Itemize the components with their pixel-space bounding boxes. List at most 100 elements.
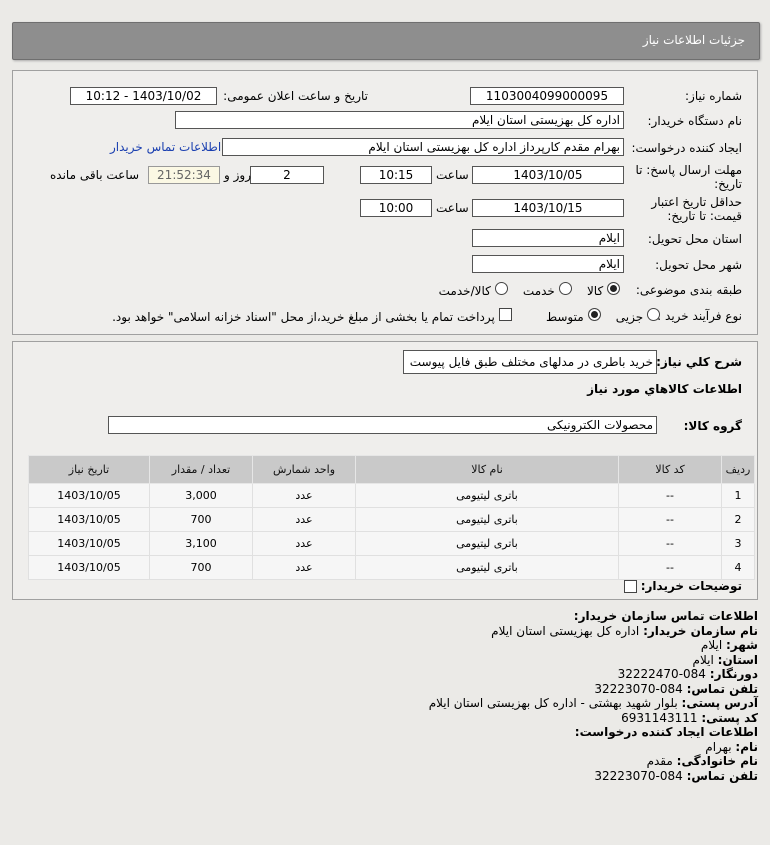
category-both-radio[interactable]: [494, 282, 508, 295]
contact-phone: تلفن تماس: 084-32223070: [594, 681, 758, 696]
buyer-notes-text: توضیحات خریدار:: [640, 579, 742, 593]
validity-label: حداقل تاریخ اعتبار قیمت: تا تاریخ:: [651, 195, 742, 223]
city-label: شهر محل تحویل:: [655, 258, 742, 272]
deadline-time-label: ساعت: [436, 168, 469, 182]
category-goods-radio[interactable]: [607, 282, 620, 295]
creator-phone: تلفن تماس: 084-32223070: [594, 768, 758, 783]
validity-date-field[interactable]: 1403/10/15: [472, 199, 624, 217]
cell-unit: عدد: [252, 483, 356, 508]
cell-goods-code: --: [618, 531, 722, 556]
cell-goods-name: باتری لیتیومی: [355, 555, 619, 580]
need-number-field[interactable]: 1103004099000095: [470, 87, 624, 105]
contact-title: اطلاعات تماس سازمان خریدار:: [573, 609, 758, 623]
province-label: استان محل تحویل:: [647, 232, 742, 246]
buyer-notes-checkbox[interactable]: [623, 580, 637, 593]
payment-note: پرداخت تمام یا بخشی از مبلغ خرید،از محل …: [112, 310, 495, 324]
col-code: کد کالا: [618, 455, 722, 484]
cell-need-date: 1403/10/05: [28, 555, 150, 580]
cell-goods-code: --: [618, 555, 722, 580]
process-minor-radio[interactable]: [647, 308, 660, 321]
cell-unit: عدد: [252, 555, 356, 580]
creator-label: ایجاد کننده درخواست:: [631, 141, 742, 155]
table-row: 1 -- باتری لیتیومی عدد 3,000 1403/10/05: [28, 483, 755, 508]
province-field[interactable]: ایلام: [472, 229, 624, 247]
category-goods-label: کالا: [586, 284, 604, 298]
buyer-org-field[interactable]: اداره کل بهزیستی استان ایلام: [175, 111, 624, 129]
city-field[interactable]: ایلام: [472, 255, 624, 273]
table-row: 2 -- باتری لیتیومی عدد 700 1403/10/05: [28, 507, 755, 532]
cell-need-date: 1403/10/05: [28, 531, 150, 556]
process-medium-label: متوسط: [545, 310, 584, 324]
validity-time-label: ساعت: [436, 201, 469, 215]
contact-postal: کد پستی: 6931143111: [621, 710, 758, 725]
category-label: طبقه بندی موضوعی:: [635, 283, 742, 297]
cell-quantity: 700: [149, 555, 253, 580]
contact-info: اطلاعات تماس سازمان خریدار: نام سازمان خ…: [429, 609, 758, 783]
cell-row-number: 3: [721, 531, 755, 556]
days-field[interactable]: 2: [250, 166, 324, 184]
need-number-label: شماره نیاز:: [685, 89, 742, 103]
contact-org: نام سازمان خریدار: اداره کل بهزیستی استا…: [491, 623, 758, 638]
col-date: تاریخ نیاز: [28, 455, 150, 484]
table-row: 4 -- باتری لیتیومی عدد 700 1403/10/05: [28, 555, 755, 580]
goods-table: رديف کد کالا نام کالا واحد شمارش تعداد /…: [28, 455, 755, 580]
cell-quantity: 700: [149, 507, 253, 532]
process-minor-label: جزیی: [615, 310, 644, 324]
cell-row-number: 2: [721, 507, 755, 532]
page-title: جزئیات اطلاعات نیاز: [642, 33, 745, 47]
contact-fax: دورنگار: 084-32222470: [617, 667, 758, 681]
page-header: جزئیات اطلاعات نیاز: [12, 22, 760, 60]
cell-goods-name: باتری لیتیومی: [355, 531, 619, 556]
announce-label: تاریخ و ساعت اعلان عمومی:: [223, 89, 368, 103]
summary-label: شرح کلي نياز:: [656, 355, 742, 369]
category-service-label: خدمت: [522, 284, 555, 298]
announce-field[interactable]: 1403/10/02 - 10:12: [70, 87, 217, 105]
buyer-contact-link[interactable]: اطلاعات تماس خریدار: [110, 140, 222, 154]
deadline-label-line1: مهلت ارسال پاسخ: تا: [635, 163, 742, 177]
treasury-payment-checkbox[interactable]: [498, 308, 512, 321]
creator-name: نام: بهرام: [705, 739, 758, 754]
validity-time-field[interactable]: 10:00: [360, 199, 432, 217]
cell-goods-name: باتری لیتیومی: [355, 507, 619, 532]
cell-unit: عدد: [252, 507, 356, 532]
creator-family: نام خانوادگی: مقدم: [646, 754, 758, 768]
remaining-time-field: 21:52:34: [148, 166, 220, 184]
deadline-time-field[interactable]: 10:15: [360, 166, 432, 184]
creator-field[interactable]: بهرام مقدم کارپرداز اداره کل بهزیستی است…: [222, 138, 624, 156]
goods-group-field[interactable]: محصولات الکترونیکی: [108, 416, 657, 434]
cell-row-number: 4: [721, 555, 755, 580]
cell-need-date: 1403/10/05: [28, 483, 150, 508]
deadline-date-field[interactable]: 1403/10/05: [472, 166, 624, 184]
process-label: نوع فرآیند خرید :: [657, 309, 742, 323]
buyer-notes-label: توضیحات خریدار:: [623, 579, 742, 593]
category-radio-group: کالا خدمت کالا/خدمت: [439, 282, 620, 298]
contact-address: آدرس پستی: بلوار شهید بهشتی - اداره کل ب…: [428, 696, 758, 710]
category-both-label: کالا/خدمت: [438, 284, 491, 298]
cell-goods-code: --: [618, 483, 722, 508]
creator-title: اطلاعات ایجاد کننده درخواست:: [574, 725, 758, 739]
cell-row-number: 1: [721, 483, 755, 508]
validity-label-line2: قیمت: تا تاریخ:: [667, 209, 742, 223]
process-radio-group: جزیی متوسط پرداخت تمام یا بخشی از مبلغ خ…: [112, 308, 660, 324]
table-header-row: رديف کد کالا نام کالا واحد شمارش تعداد /…: [28, 455, 755, 484]
days-label: روز و: [224, 168, 251, 182]
buyer-org-label: نام دستگاه خریدار:: [647, 114, 743, 128]
process-medium-radio[interactable]: [587, 308, 601, 321]
cell-unit: عدد: [252, 531, 356, 556]
category-service-radio[interactable]: [558, 282, 572, 295]
contact-city: شهر: ایلام: [700, 638, 758, 652]
col-unit: واحد شمارش: [252, 455, 356, 484]
col-name: نام کالا: [355, 455, 619, 484]
contact-province: استان: ایلام: [692, 652, 758, 667]
summary-field[interactable]: خرید باطری در مدلهای مختلف طبق فایل پیوس…: [403, 350, 657, 374]
deadline-label: مهلت ارسال پاسخ: تا تاریخ:: [635, 163, 742, 191]
col-row: رديف: [721, 455, 755, 484]
cell-need-date: 1403/10/05: [28, 507, 150, 532]
cell-quantity: 3,100: [149, 531, 253, 556]
goods-title: اطلاعات کالاهاي مورد نياز: [587, 382, 742, 396]
remaining-label: ساعت باقی مانده: [50, 168, 140, 182]
cell-quantity: 3,000: [149, 483, 253, 508]
goods-group-label: گروه کالا:: [683, 419, 742, 433]
validity-label-line1: حداقل تاریخ اعتبار: [651, 195, 742, 209]
cell-goods-name: باتری لیتیومی: [355, 483, 619, 508]
